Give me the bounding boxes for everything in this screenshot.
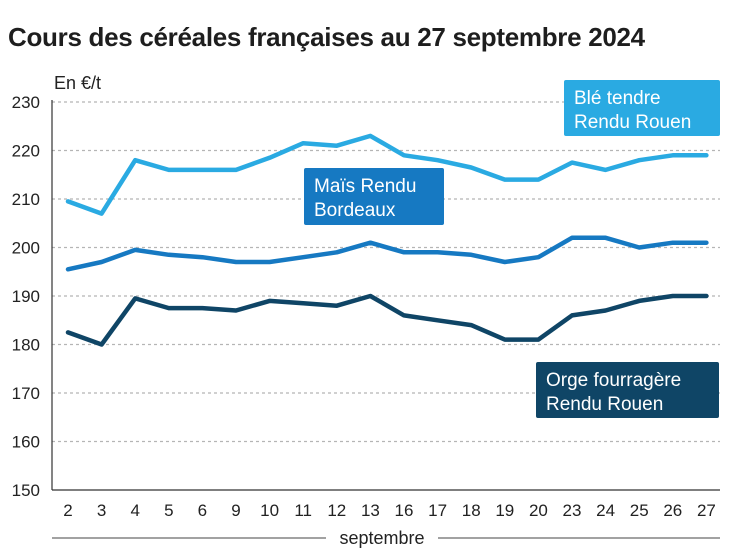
series-line-1: [65, 235, 709, 272]
y-tick-label: 200: [12, 239, 40, 258]
x-tick-label: 13: [361, 501, 380, 520]
series-lines: [65, 133, 709, 347]
x-tick-label: 9: [231, 501, 240, 520]
y-tick-label: 170: [12, 384, 40, 403]
y-unit-label: En €/t: [54, 73, 101, 93]
series-label-box: [304, 168, 444, 225]
x-tick-label: 17: [428, 501, 447, 520]
series-label-text: Rendu Rouen: [574, 112, 691, 133]
x-axis-ticks: 2 3 4 5 6 9 10 11 12 13 16 17 18 19 20 23 24 25 26 27: [63, 501, 716, 520]
series-label-2: Orge fourragère Rendu Rouen: [536, 362, 719, 418]
x-tick-label: 4: [130, 501, 139, 520]
y-tick-label: 150: [12, 481, 40, 500]
x-tick-label: 19: [495, 501, 514, 520]
x-tick-label: 25: [630, 501, 649, 520]
x-tick-label: 26: [663, 501, 682, 520]
x-tick-label: 5: [164, 501, 173, 520]
series-label-0: Blé tendre Rendu Rouen: [564, 80, 720, 136]
x-tick-label: 23: [563, 501, 582, 520]
x-tick-label: 6: [198, 501, 207, 520]
series-label-text: Rendu Rouen: [546, 394, 663, 415]
x-tick-label: 20: [529, 501, 548, 520]
x-tick-label: 11: [294, 501, 312, 520]
y-axis-ticks: 150 160 170 180 190 200 210 220 230: [12, 93, 40, 500]
x-tick-label: 12: [327, 501, 346, 520]
x-tick-label: 3: [97, 501, 106, 520]
axes: [51, 100, 720, 491]
series-labels: Blé tendre Rendu Rouen Maïs Rendu Bordeaux O…: [304, 80, 720, 418]
series-label-box: [536, 362, 719, 418]
y-tick-label: 220: [12, 142, 40, 161]
y-tick-label: 210: [12, 190, 40, 209]
y-tick-label: 160: [12, 433, 40, 452]
x-axis-title: septembre: [339, 528, 424, 548]
series-label-text: Maïs Rendu: [314, 176, 416, 197]
series-line-2: [65, 293, 709, 347]
y-tick-label: 190: [12, 287, 40, 306]
series-label-text: Bordeaux: [314, 200, 396, 221]
x-tick-label: 27: [697, 501, 716, 520]
x-tick-label: 18: [462, 501, 481, 520]
x-tick-label: 24: [596, 501, 615, 520]
series-line-0: [65, 133, 709, 216]
x-tick-label: 10: [260, 501, 279, 520]
series-label-text: Orge fourragère: [546, 370, 681, 391]
series-label-1: Maïs Rendu Bordeaux: [304, 168, 444, 225]
x-axis-title-group: septembre: [52, 528, 720, 548]
series-label-box: [564, 80, 720, 136]
y-tick-label: 230: [12, 93, 40, 112]
x-tick-label: 16: [395, 501, 414, 520]
series-label-text: Blé tendre: [574, 88, 661, 109]
chart-title: Cours des céréales françaises au 27 sept…: [8, 22, 645, 52]
y-tick-label: 180: [12, 336, 40, 355]
x-tick-label: 2: [63, 501, 72, 520]
